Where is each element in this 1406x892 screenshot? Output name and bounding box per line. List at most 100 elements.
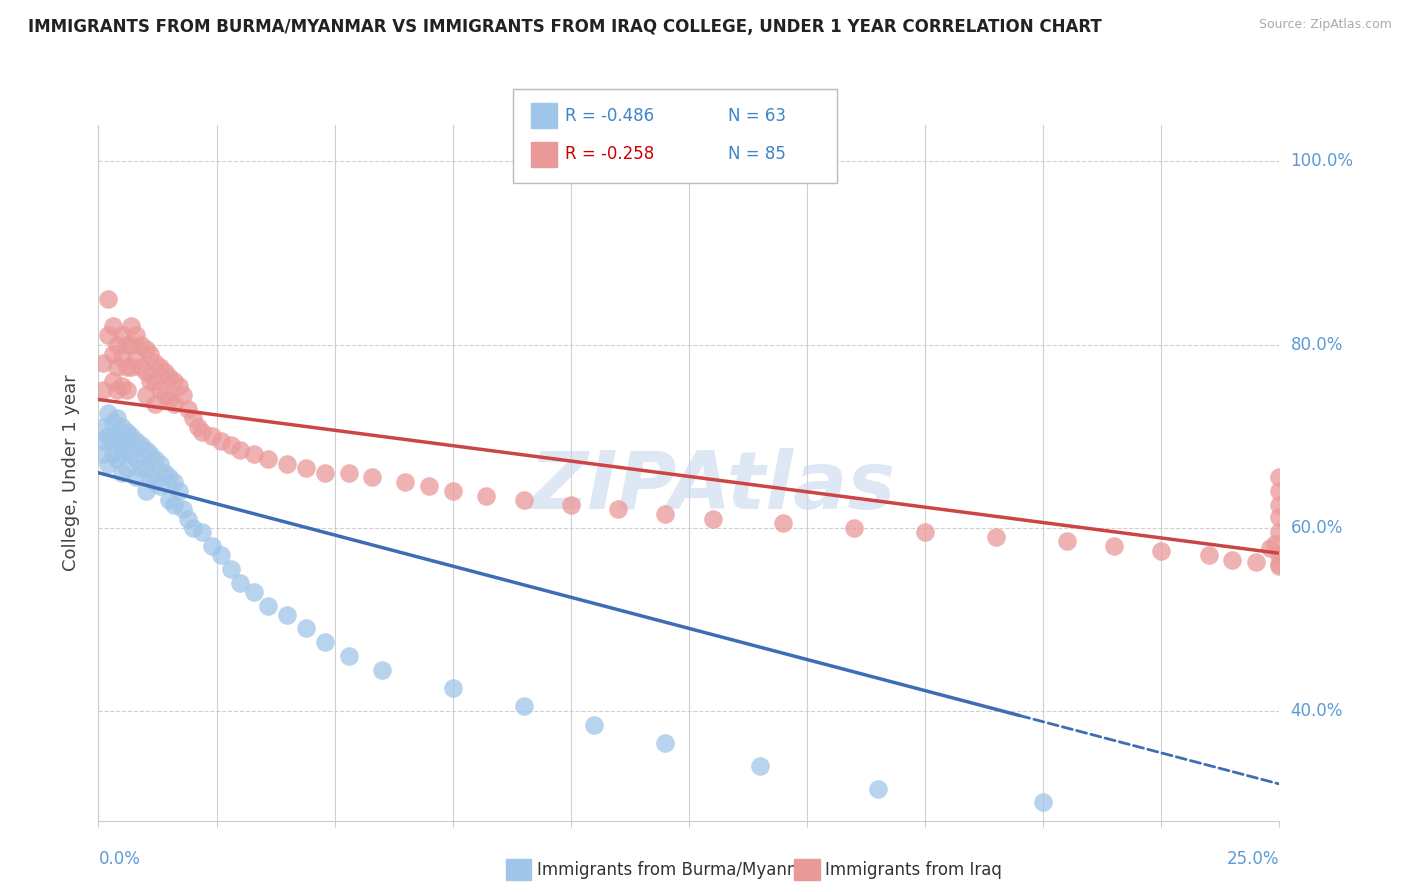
Point [125,351,148,366]
Point [105,410,128,425]
Point [181,410,204,425]
Point [1264,537,1286,551]
Point [135,342,157,356]
Point [219,438,242,452]
Point [187,420,209,434]
Point [135,442,157,457]
Point [143,374,166,388]
Point [984,530,1007,544]
Point [172,502,194,516]
Point [111,434,134,448]
Point [229,575,252,590]
Point [607,502,630,516]
Point [157,369,180,384]
Point [111,328,134,343]
Text: 80.0%: 80.0% [1291,335,1343,353]
Point [1268,559,1291,574]
Text: N = 63: N = 63 [728,107,786,125]
Point [129,360,152,375]
Point [121,319,143,334]
Point [143,356,166,370]
Point [295,621,318,635]
Point [654,507,676,521]
Point [139,470,162,484]
Point [844,521,866,535]
Point [257,452,280,467]
Point [143,475,166,489]
Point [201,539,224,553]
Point [157,493,180,508]
Point [337,466,360,480]
Point [295,461,318,475]
Point [191,425,214,439]
Text: ZIPAtlas: ZIPAtlas [530,448,896,525]
Point [101,374,124,388]
Point [702,511,724,525]
Point [97,406,120,420]
Point [101,319,124,334]
Point [91,420,114,434]
Point [1268,470,1291,484]
Point [111,420,134,434]
Text: IMMIGRANTS FROM BURMA/MYANMAR VS IMMIGRANTS FROM IRAQ COLLEGE, UNDER 1 YEAR CORR: IMMIGRANTS FROM BURMA/MYANMAR VS IMMIGRA… [28,18,1102,36]
Point [163,475,186,489]
Point [276,607,298,622]
Point [866,781,889,796]
Text: N = 85: N = 85 [728,145,786,163]
Point [772,516,794,530]
Point [229,442,252,457]
Point [441,484,464,499]
Point [149,457,172,471]
Point [135,484,157,499]
Point [139,447,162,461]
Point [583,717,606,731]
Point [371,663,394,677]
Point [512,493,534,508]
Point [139,374,162,388]
Point [1032,795,1054,809]
Point [475,489,498,503]
Point [1150,543,1173,558]
Point [1198,548,1220,562]
Point [153,365,176,379]
Point [125,452,148,467]
Point [1268,498,1291,512]
Point [163,397,186,411]
Point [314,635,336,649]
Point [163,374,186,388]
Point [153,466,176,480]
Point [163,498,186,512]
Point [91,447,114,461]
Point [97,292,120,306]
Point [157,392,180,407]
Point [105,337,128,351]
Point [121,337,143,351]
Point [172,388,194,402]
Text: 100.0%: 100.0% [1291,153,1354,170]
Point [129,337,152,351]
Point [111,378,134,392]
Point [748,758,770,772]
Text: 40.0%: 40.0% [1291,702,1343,720]
Point [418,479,440,493]
Point [97,328,120,343]
Point [101,447,124,461]
Point [314,466,336,480]
Point [361,470,384,484]
Point [129,461,152,475]
Point [129,438,152,452]
Point [143,452,166,467]
Text: R = -0.258: R = -0.258 [565,145,654,163]
Point [115,384,138,398]
Point [135,461,157,475]
Point [115,461,138,475]
Point [243,447,266,461]
Text: R = -0.486: R = -0.486 [565,107,654,125]
Point [111,351,134,366]
Point [135,365,157,379]
Point [101,434,124,448]
Point [115,337,138,351]
Point [209,548,232,562]
Point [115,425,138,439]
Point [149,360,172,375]
